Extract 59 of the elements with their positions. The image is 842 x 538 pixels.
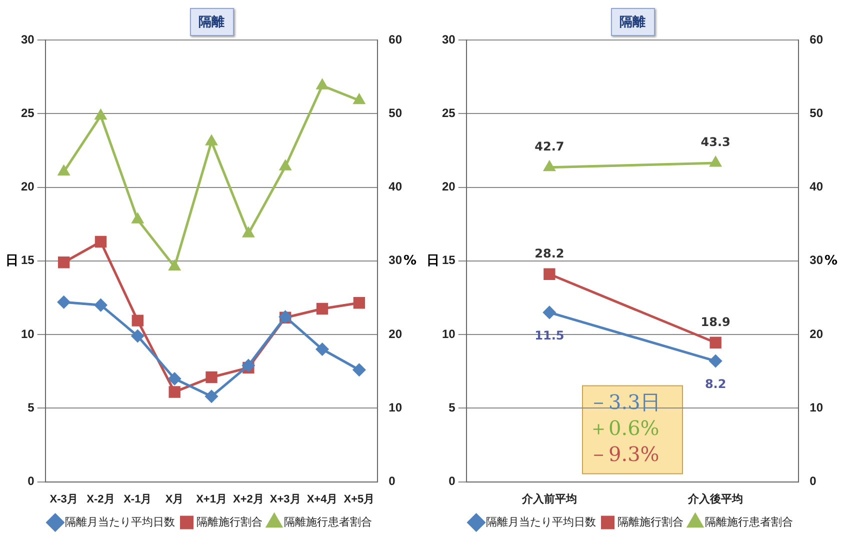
x-tick-label: X月 bbox=[165, 493, 184, 506]
x-tick-label: X+5月 bbox=[344, 493, 375, 506]
x-tick-label: 介入後平均 bbox=[687, 492, 744, 506]
legend-label: 隔離施行患者割合 bbox=[284, 516, 372, 529]
y-tick-label: 25 bbox=[442, 106, 456, 120]
x-tick-label: X+1月 bbox=[196, 493, 227, 506]
data-label: 43.3 bbox=[700, 135, 730, 150]
y-tick-label: 10 bbox=[20, 326, 35, 341]
y-tick-label: 30 bbox=[20, 32, 35, 46]
y2-tick-label: 40 bbox=[810, 180, 824, 194]
chart-title: 隔離 bbox=[190, 8, 234, 36]
y2-tick-label: 20 bbox=[810, 326, 824, 341]
x-tick-label: X-1月 bbox=[124, 493, 152, 506]
data-label: 28.2 bbox=[534, 246, 564, 260]
x-tick-label: X+4月 bbox=[306, 493, 338, 506]
y2-tick-label: 50 bbox=[810, 106, 824, 120]
data-label: 42.7 bbox=[534, 140, 564, 154]
x-tick-label: X-3月 bbox=[50, 493, 78, 506]
y-tick-label: 25 bbox=[20, 106, 35, 120]
y2-tick-label: 10 bbox=[388, 400, 402, 414]
annotation: －9.3% bbox=[588, 442, 660, 466]
y-tick-label: 20 bbox=[442, 180, 456, 194]
y-tick-label: 0 bbox=[448, 474, 456, 488]
y-axis-title: 日 bbox=[6, 253, 18, 268]
y-tick-label: 10 bbox=[442, 326, 456, 341]
y-tick-label: 15 bbox=[442, 253, 456, 268]
y2-tick-label: 20 bbox=[388, 326, 402, 341]
y2-tick-label: 50 bbox=[388, 106, 402, 120]
legend-label: 隔離施行患者割合 bbox=[704, 516, 793, 529]
y-tick-label: 5 bbox=[28, 400, 35, 414]
x-tick-label: X+3月 bbox=[270, 493, 301, 506]
y-tick-label: 5 bbox=[448, 400, 456, 414]
data-label: 8.2 bbox=[704, 377, 726, 392]
y2-tick-label: 30 bbox=[810, 253, 824, 268]
legend-label: 隔離月当たり平均日数 bbox=[486, 516, 596, 529]
legend-label: 隔離施行割合 bbox=[196, 516, 262, 529]
y-tick-label: 30 bbox=[442, 32, 456, 46]
legend-label: 隔離月当たり平均日数 bbox=[64, 516, 175, 529]
y2-tick-label: 60 bbox=[810, 32, 824, 46]
y2-tick-label: 10 bbox=[810, 400, 824, 414]
y-tick-label: 15 bbox=[20, 253, 35, 268]
y2-axis-title: % bbox=[403, 253, 417, 268]
y-tick-label: 20 bbox=[20, 180, 35, 194]
x-tick-label: X-2月 bbox=[86, 493, 115, 506]
x-tick-label: 介入前平均 bbox=[520, 492, 577, 506]
y2-axis-title: % bbox=[824, 253, 838, 268]
annotation: －3.3日 bbox=[588, 390, 660, 414]
y2-tick-label: 0 bbox=[388, 474, 396, 488]
y-axis-title: 日 bbox=[426, 253, 440, 268]
x-tick-label: X+2月 bbox=[232, 493, 264, 506]
y2-tick-label: 0 bbox=[810, 474, 817, 488]
legend-label: 隔離施行割合 bbox=[617, 516, 684, 529]
y2-tick-label: 40 bbox=[388, 180, 402, 194]
chart-title: 隔離 bbox=[610, 8, 654, 36]
data-label: 18.9 bbox=[700, 314, 730, 329]
y2-tick-label: 60 bbox=[388, 32, 402, 46]
y-tick-label: 0 bbox=[28, 474, 35, 488]
annotation: ＋0.6% bbox=[588, 416, 660, 440]
y2-tick-label: 30 bbox=[388, 253, 402, 268]
